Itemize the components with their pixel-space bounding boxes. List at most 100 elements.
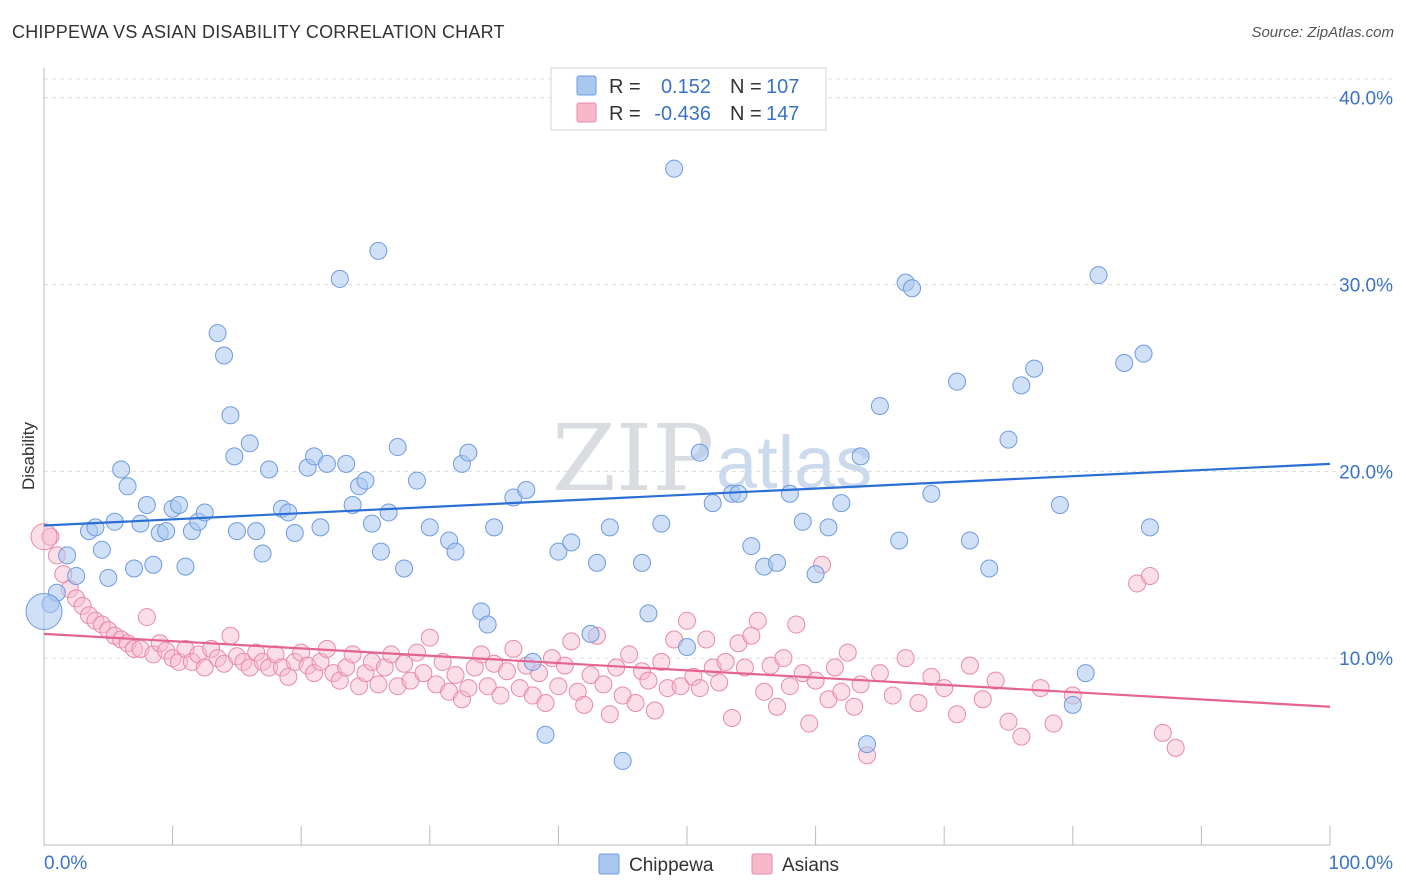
- data-point-asians: [870, 664, 889, 683]
- data-point-chippewa: [58, 546, 77, 565]
- data-point-chippewa: [1140, 518, 1159, 537]
- data-point-asians: [67, 589, 86, 608]
- data-point-asians: [279, 667, 298, 686]
- data-point-asians: [330, 671, 349, 690]
- trendline-chippewa: [43, 462, 1331, 527]
- data-point-chippewa: [665, 159, 684, 178]
- data-point-asians: [671, 677, 690, 696]
- data-point-asians: [305, 664, 324, 683]
- legend-r-label: R =: [609, 76, 641, 98]
- data-point-asians: [600, 705, 619, 724]
- data-point-asians: [845, 697, 864, 716]
- data-point-asians: [825, 658, 844, 677]
- data-point-chippewa: [517, 481, 536, 500]
- data-point-chippewa: [581, 624, 600, 643]
- data-point-asians: [125, 639, 144, 658]
- data-point-chippewa: [253, 544, 272, 563]
- data-point-asians: [652, 652, 671, 671]
- data-point-chippewa: [388, 438, 407, 457]
- data-point-asians: [909, 694, 928, 713]
- data-point-asians: [350, 677, 369, 696]
- data-point-chippewa: [652, 514, 671, 533]
- data-point-chippewa: [157, 522, 176, 541]
- data-point-asians: [832, 682, 851, 701]
- data-point-chippewa: [118, 477, 137, 496]
- data-point-asians: [562, 632, 581, 651]
- data-point-chippewa: [1076, 664, 1095, 683]
- y-tick-label: 20.0%: [1339, 462, 1393, 483]
- data-point-chippewa: [960, 531, 979, 550]
- data-point-asians: [337, 658, 356, 677]
- data-point-asians: [774, 649, 793, 668]
- data-point-asians: [594, 675, 613, 694]
- data-point-asians: [549, 677, 568, 696]
- data-point-asians: [1166, 738, 1185, 757]
- data-point-asians: [838, 643, 857, 662]
- data-point-asians: [247, 643, 266, 662]
- data-point-chippewa: [1025, 359, 1044, 378]
- data-point-chippewa: [1089, 266, 1108, 285]
- data-point-chippewa: [768, 553, 787, 572]
- data-point-asians: [742, 626, 761, 645]
- data-point-chippewa: [176, 557, 195, 576]
- data-point-asians: [960, 656, 979, 675]
- data-point-asians: [806, 671, 825, 690]
- data-point-chippewa: [337, 454, 356, 473]
- data-point-asians: [504, 639, 523, 658]
- data-point-asians: [768, 697, 787, 716]
- data-point-asians: [369, 675, 388, 694]
- data-point-chippewa: [215, 346, 234, 365]
- data-point-chippewa: [420, 518, 439, 537]
- trendlines: [43, 462, 1331, 708]
- data-point-chippewa: [112, 460, 131, 479]
- data-point-chippewa: [1134, 344, 1153, 363]
- data-point-chippewa: [890, 531, 909, 550]
- data-point-chippewa: [587, 553, 606, 572]
- gridlines: [44, 78, 1393, 659]
- data-point-chippewa: [208, 324, 227, 343]
- data-point-chippewa: [144, 555, 163, 574]
- x-tick-label-min: 0.0%: [44, 853, 87, 874]
- legend-r-value: 0.152: [661, 76, 711, 98]
- data-point-chippewa: [903, 279, 922, 298]
- data-point-chippewa: [485, 518, 504, 537]
- data-point-asians: [555, 656, 574, 675]
- data-point-chippewa: [780, 484, 799, 503]
- y-tick-labels: 10.0% 20.0% 30.0% 40.0%: [1339, 89, 1393, 670]
- data-point-asians: [999, 712, 1018, 731]
- data-point-asians: [1012, 727, 1031, 746]
- data-point-asians: [1153, 723, 1172, 742]
- data-point-chippewa: [600, 518, 619, 537]
- data-point-asians: [697, 630, 716, 649]
- data-point-asians: [195, 658, 214, 677]
- data-point-asians: [150, 634, 169, 653]
- data-point-chippewa: [379, 503, 398, 522]
- data-point-asians: [459, 679, 478, 698]
- bottom-legend-swatch-asians: [751, 853, 773, 875]
- data-point-chippewa: [678, 637, 696, 656]
- data-point-asians: [407, 643, 426, 662]
- data-point-chippewa: [948, 372, 967, 391]
- data-point-chippewa: [369, 241, 388, 260]
- data-point-chippewa: [922, 484, 941, 503]
- y-tick-label: 30.0%: [1339, 276, 1393, 297]
- data-point-chippewa: [131, 514, 150, 533]
- data-point-asians: [948, 705, 967, 724]
- legend-n-label: N =: [730, 103, 762, 125]
- data-point-asians: [497, 662, 516, 681]
- data-point-asians: [260, 658, 279, 677]
- y-tick-label: 40.0%: [1339, 89, 1393, 110]
- data-point-chippewa: [793, 512, 812, 531]
- data-point-chippewa: [67, 566, 86, 585]
- data-point-asians: [581, 665, 600, 684]
- data-point-asians: [896, 649, 915, 668]
- data-point-asians: [575, 695, 594, 714]
- data-point-asians: [787, 615, 806, 634]
- data-point-large-asians: [30, 523, 58, 551]
- data-point-chippewa: [317, 454, 336, 473]
- data-point-chippewa: [858, 735, 877, 754]
- data-point-asians: [414, 664, 433, 683]
- data-point-asians: [311, 652, 330, 671]
- data-point-chippewa: [562, 533, 581, 552]
- x-tick-label-max: 100.0%: [1329, 853, 1394, 874]
